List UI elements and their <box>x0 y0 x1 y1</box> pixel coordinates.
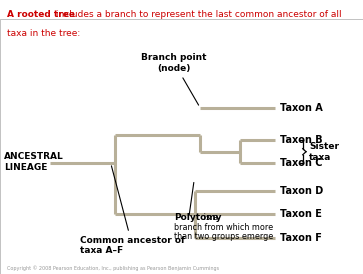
Text: taxa in the tree:: taxa in the tree: <box>7 29 81 38</box>
Text: Polytomy: Polytomy <box>174 213 222 222</box>
Text: Taxon B: Taxon B <box>281 135 323 145</box>
Text: Taxon F: Taxon F <box>281 233 322 243</box>
Text: than two groups emerge: than two groups emerge <box>174 232 273 241</box>
Text: includes a branch to represent the last common ancestor of all: includes a branch to represent the last … <box>53 10 341 19</box>
Text: Copyright © 2008 Pearson Education, Inc., publishing as Pearson Benjamin Cumming: Copyright © 2008 Pearson Education, Inc.… <box>7 266 219 272</box>
Text: Taxon E: Taxon E <box>281 210 322 219</box>
Text: Sister
taxa: Sister taxa <box>309 142 339 162</box>
Text: A rooted tree: A rooted tree <box>7 10 75 19</box>
Text: Taxon A: Taxon A <box>281 102 323 113</box>
Text: Taxon C: Taxon C <box>281 158 323 168</box>
Text: Taxon D: Taxon D <box>281 186 324 196</box>
Text: branch from which more: branch from which more <box>174 223 273 232</box>
Text: is a: is a <box>201 213 219 222</box>
Text: Branch point
(node): Branch point (node) <box>142 53 207 105</box>
Text: ANCESTRAL
LINEAGE: ANCESTRAL LINEAGE <box>4 152 64 172</box>
Text: Common ancestor of
taxa A–F: Common ancestor of taxa A–F <box>80 166 185 255</box>
